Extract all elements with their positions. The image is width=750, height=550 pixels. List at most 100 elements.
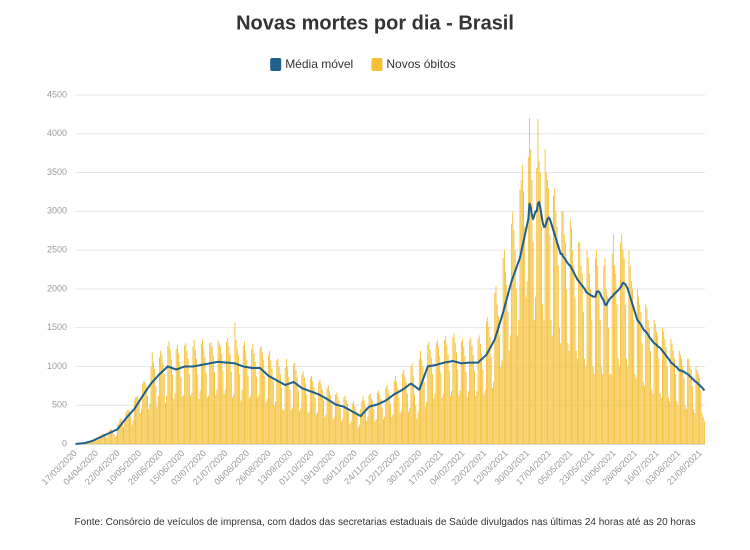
- bar: [269, 350, 271, 444]
- bar: [530, 149, 532, 445]
- bar: [303, 377, 305, 444]
- bar: [261, 352, 263, 444]
- bar: [420, 350, 421, 444]
- bar: [402, 373, 404, 444]
- bar: [307, 412, 309, 444]
- bar: [141, 409, 142, 444]
- legend: Média móvel Novos óbitos: [270, 57, 456, 71]
- bar: [567, 343, 569, 444]
- bar: [405, 381, 407, 444]
- bar: [701, 412, 703, 444]
- bar: [131, 424, 133, 444]
- bar: [576, 358, 578, 444]
- bar: [343, 397, 345, 444]
- bar: [91, 440, 93, 444]
- bar: [690, 370, 692, 444]
- bar: [193, 340, 195, 444]
- bar: [653, 319, 655, 444]
- bar: [479, 343, 481, 444]
- bar: [379, 395, 381, 444]
- bar: [569, 219, 571, 444]
- bar: [142, 383, 144, 444]
- bar: [527, 157, 529, 445]
- bar: [549, 234, 551, 444]
- bar: [695, 366, 697, 444]
- bar: [596, 250, 598, 444]
- bar: [385, 388, 387, 444]
- bar: [100, 435, 102, 444]
- bar: [696, 370, 698, 444]
- bar: [657, 335, 659, 444]
- bar: [640, 312, 642, 444]
- bar: [206, 397, 208, 444]
- bar: [610, 374, 612, 444]
- bar: [684, 405, 686, 444]
- bar: [390, 403, 392, 444]
- bar: [560, 343, 562, 444]
- bar: [161, 354, 163, 444]
- bar: [460, 341, 462, 444]
- bar: [284, 367, 286, 444]
- bar: [214, 371, 215, 444]
- bar: [273, 405, 275, 444]
- bar: [332, 419, 334, 444]
- bar: [229, 354, 231, 444]
- bar: [508, 350, 510, 444]
- bar: [664, 339, 666, 444]
- bar: [149, 403, 151, 444]
- bar: [477, 339, 479, 444]
- bar: [199, 390, 201, 444]
- bar: [252, 343, 254, 444]
- bar: [192, 346, 194, 444]
- bar: [330, 395, 332, 444]
- bar: [394, 375, 396, 444]
- bar: [97, 439, 99, 444]
- bar: [148, 409, 150, 444]
- bar: [689, 366, 691, 444]
- bar: [157, 395, 159, 444]
- bar: [338, 400, 340, 444]
- bar: [260, 346, 262, 444]
- bar: [217, 340, 219, 444]
- bar: [473, 371, 475, 444]
- bar: [541, 226, 542, 444]
- bar: [494, 292, 496, 444]
- bar: [182, 395, 184, 444]
- bar: [679, 354, 681, 444]
- bar: [256, 376, 257, 444]
- bar: [615, 273, 617, 444]
- bar: [660, 397, 662, 444]
- bar: [554, 188, 556, 444]
- bar: [169, 349, 171, 444]
- y-tick-label: 1500: [47, 322, 67, 332]
- bar: [232, 397, 233, 444]
- bar: [463, 347, 465, 444]
- bar: [360, 409, 362, 444]
- bar: [616, 304, 618, 444]
- bar: [617, 358, 619, 444]
- bar: [99, 437, 101, 444]
- bar: [212, 355, 214, 444]
- bar: [629, 265, 631, 444]
- bar: [238, 354, 239, 444]
- bar: [647, 319, 649, 444]
- bar: [289, 389, 291, 444]
- bar: [531, 180, 533, 445]
- bar: [176, 344, 178, 444]
- bar: [499, 335, 501, 444]
- bar: [392, 414, 394, 444]
- bar: [221, 354, 223, 444]
- bar: [226, 341, 227, 444]
- bar: [656, 331, 657, 444]
- bar: [253, 353, 255, 444]
- bar: [482, 369, 484, 444]
- bar: [519, 189, 521, 444]
- bar: [124, 421, 126, 444]
- bar: [345, 400, 347, 444]
- bar: [475, 395, 477, 444]
- bar: [294, 362, 296, 444]
- bar: [102, 433, 104, 444]
- bar: [215, 395, 217, 444]
- bar: [466, 396, 468, 444]
